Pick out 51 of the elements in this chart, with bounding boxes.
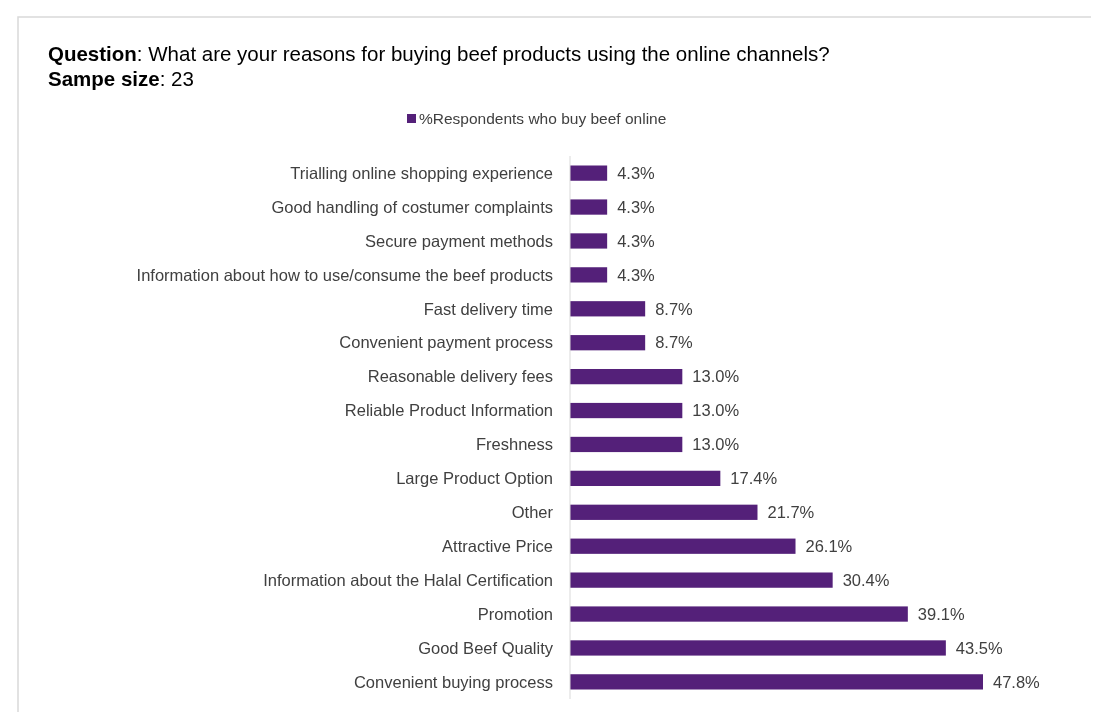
chart-title: Question: What are your reasons for buying beef products using the online channels? xyxy=(48,42,830,65)
y-tick-label: Promotion xyxy=(477,604,553,623)
y-tick-label: Reasonable delivery fees xyxy=(367,367,553,386)
y-tick-label: Freshness xyxy=(475,435,553,454)
bar xyxy=(570,572,833,588)
bar xyxy=(570,301,646,317)
data-label: 13.0% xyxy=(692,435,740,454)
bar xyxy=(570,504,758,520)
y-tick-label: Other xyxy=(511,503,554,522)
bar xyxy=(570,233,608,249)
y-tick-label: Large Product Option xyxy=(396,469,553,488)
text: Sampe size: 23 xyxy=(48,67,194,90)
data-label: 4.3% xyxy=(617,197,656,216)
bar xyxy=(570,640,946,656)
data-label: 4.3% xyxy=(617,163,656,182)
y-tick-label: Secure payment methods xyxy=(364,231,553,250)
data-label: 8.7% xyxy=(655,299,694,318)
bar xyxy=(570,165,608,181)
data-label: 43.5% xyxy=(955,638,1003,657)
data-label: 17.4% xyxy=(730,469,778,488)
y-tick-label: Good Beef Quality xyxy=(418,638,554,657)
bar xyxy=(570,335,646,351)
y-tick-label: Information about how to use/consume the beef products xyxy=(136,265,553,284)
data-label: 21.7% xyxy=(767,503,815,522)
bar xyxy=(570,199,608,215)
data-label: 8.7% xyxy=(655,333,694,352)
data-label: 39.1% xyxy=(917,604,965,623)
bar xyxy=(570,402,683,419)
y-tick-label: Good handling of costumer complaints xyxy=(271,197,553,216)
data-label: 4.3% xyxy=(617,231,656,250)
y-tick-label: Information about the Halal Certification xyxy=(263,570,553,589)
y-tick-label: Trialling online shopping experience xyxy=(290,163,553,182)
bar xyxy=(570,538,796,554)
y-tick-label: Reliable Product Information xyxy=(344,401,553,420)
bar xyxy=(570,606,908,622)
y-tick-label: Convenient buying process xyxy=(353,672,553,691)
data-label: 30.4% xyxy=(842,570,890,589)
data-label: 13.0% xyxy=(692,367,740,386)
y-tick-label: Convenient payment process xyxy=(339,333,553,352)
data-label: 47.8% xyxy=(993,672,1041,691)
y-tick-label: Attractive Price xyxy=(442,536,553,555)
bar xyxy=(570,267,608,283)
bar xyxy=(570,368,683,385)
bar xyxy=(570,674,983,690)
data-label: 13.0% xyxy=(692,401,740,420)
y-tick-label: Fast delivery time xyxy=(423,299,553,318)
data-label: 26.1% xyxy=(805,536,853,555)
legend-label: %Respondents who buy beef online xyxy=(419,110,667,128)
bar xyxy=(570,436,683,453)
bar xyxy=(570,470,721,487)
data-label: 4.3% xyxy=(617,265,656,284)
